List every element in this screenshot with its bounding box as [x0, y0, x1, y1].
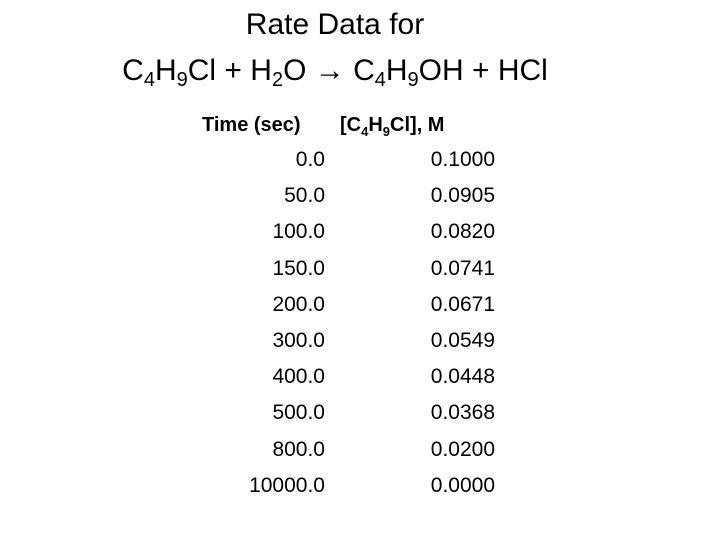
table-cell: 800.0	[272, 437, 325, 461]
subscript: 2	[271, 69, 284, 91]
table-cell: 0.0	[295, 148, 325, 171]
subscript: 9	[176, 69, 188, 91]
title-equation: C4H9Cl + H2O → C4H9OH + HCl	[0, 54, 670, 92]
table-cell: 10000.0	[249, 473, 325, 497]
text: Cl], M	[390, 114, 445, 136]
column-header: Time (sec)	[202, 114, 301, 136]
table-cell: 0.0820	[430, 220, 495, 244]
text: H	[385, 54, 408, 87]
table-cell: 0.0368	[430, 401, 495, 425]
subscript: 4	[361, 124, 369, 139]
table-cell: 300.0	[272, 329, 325, 352]
table-cell: 0.1000	[430, 148, 495, 171]
table-cell: 100.0	[272, 220, 325, 244]
table-cell: 50.0	[284, 184, 325, 208]
subscript: 9	[407, 69, 419, 91]
text: Cl + H	[187, 54, 272, 87]
table-cell: 0.0905	[430, 184, 495, 208]
text: O → C	[283, 54, 375, 87]
subscript: 9	[382, 124, 391, 139]
table-cell: 400.0	[272, 365, 325, 389]
table-cell: 0.0000	[430, 473, 495, 497]
table-cell: 0.0741	[430, 256, 495, 280]
text: H	[368, 114, 383, 136]
table-cell: 0.0671	[430, 292, 495, 316]
table-cell: 150.0	[272, 256, 325, 280]
title-line: Rate Data for	[245, 8, 425, 41]
text: [C	[340, 114, 362, 136]
text: OH + HCl	[418, 54, 548, 87]
table-cell: 500.0	[272, 401, 325, 425]
text: C	[122, 54, 144, 87]
table-cell: 200.0	[272, 292, 325, 316]
column-header: [C4H9Cl], M	[340, 114, 444, 139]
subscript: 4	[143, 69, 155, 91]
text: H	[154, 54, 177, 87]
table-cell: 0.0549	[430, 329, 495, 352]
table-cell: 0.0448	[430, 365, 495, 389]
subscript: 4	[374, 69, 386, 91]
table-cell: 0.0200	[430, 437, 495, 461]
